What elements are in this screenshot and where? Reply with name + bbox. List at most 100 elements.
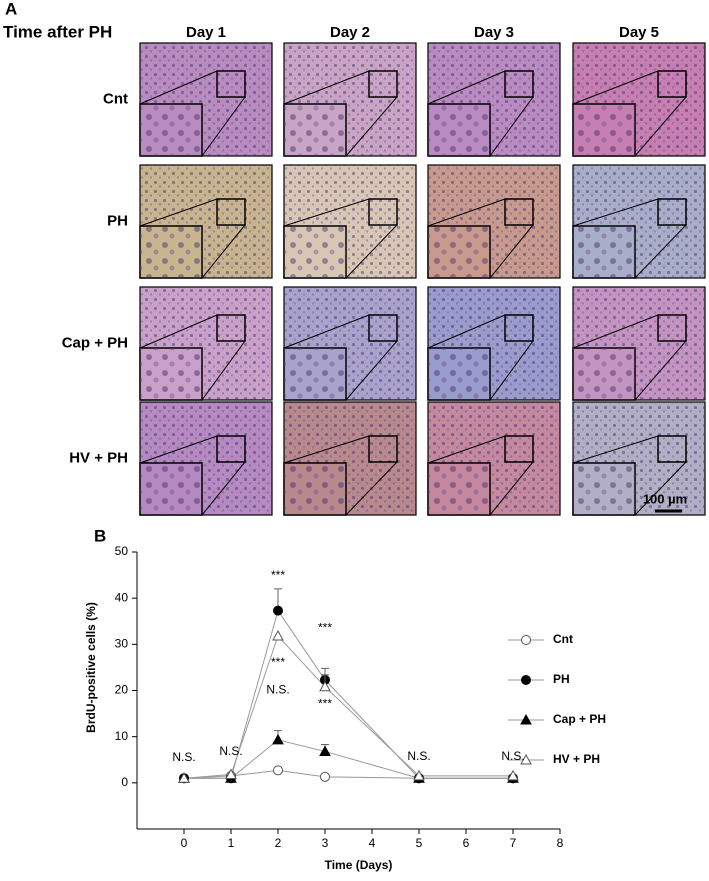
inset-texture [140, 348, 202, 400]
inset-texture [428, 226, 490, 278]
zoom-line [489, 224, 534, 279]
inset-texture [284, 463, 346, 515]
legend-marker [521, 635, 531, 645]
panel-label: B [94, 526, 106, 545]
zoom-line [201, 96, 246, 157]
legend-marker [521, 675, 531, 685]
zoom-box [504, 70, 534, 98]
x-tick-label: 0 [181, 836, 188, 850]
annotation: *** [318, 697, 332, 711]
legend-marker [520, 753, 532, 765]
annotation: *** [271, 655, 285, 669]
legend-marker [520, 713, 532, 725]
zoom-line [345, 224, 398, 279]
marker [273, 765, 283, 776]
annotation: N.S. [266, 683, 289, 697]
zoom-box [368, 314, 398, 342]
x-tick-label: 7 [510, 836, 517, 850]
series-line [183, 635, 513, 779]
inset-texture [573, 463, 635, 515]
column-header: Day 3 [474, 24, 514, 41]
zoom-line [283, 314, 370, 349]
zoom-line [283, 70, 370, 105]
zoom-line [489, 461, 534, 516]
inset-texture [284, 226, 346, 278]
zoom-box [657, 198, 687, 226]
inset-texture [428, 463, 490, 515]
zoom-line [427, 314, 506, 349]
zoom-line [345, 96, 398, 157]
column-header: Day 2 [330, 24, 370, 41]
x-tick-label: 5 [416, 836, 423, 850]
zoom-box [368, 198, 398, 226]
x-tick-label: 4 [369, 836, 376, 850]
y-tick-label: 10 [115, 729, 129, 743]
marker [273, 605, 283, 616]
x-tick-label: 8 [557, 836, 564, 850]
zoom-box [216, 435, 246, 463]
marker [413, 769, 425, 781]
annotation: N.S. [501, 749, 524, 763]
zoom-line [427, 70, 506, 105]
zoom-line [572, 198, 659, 227]
zoom-box [504, 198, 534, 226]
y-tick-label: 30 [115, 637, 129, 651]
chart: 0 10 20 30 40 50 0 1 2 3 4 5 6 7 8 Time (Days) BrdU-posi… [84, 544, 606, 872]
zoom-line [283, 198, 370, 227]
zoom-line [572, 435, 659, 464]
zoom-line [345, 340, 398, 401]
column-header: Day 1 [186, 24, 226, 41]
row-label: Cap + PH [62, 334, 128, 351]
zoom-line [201, 340, 246, 401]
zoom-line [634, 340, 687, 401]
zoom-box [368, 435, 398, 463]
inset-texture [140, 463, 202, 515]
zoom-box [216, 70, 246, 98]
zoom-line [634, 461, 687, 516]
marker [320, 771, 330, 782]
row-label: HV + PH [69, 449, 128, 466]
panel-heading: Time after PH [3, 22, 112, 41]
inset-texture [140, 226, 202, 278]
zoom-box [657, 70, 687, 98]
marker [272, 733, 284, 745]
annotation: N.S. [172, 750, 195, 764]
zoom-box [216, 198, 246, 226]
marker [319, 745, 331, 756]
y-tick-label: 20 [115, 683, 129, 697]
x-tick-label: 6 [463, 836, 470, 850]
zoom-line [427, 435, 506, 464]
x-tick-label: 1 [228, 836, 235, 850]
inset-texture [140, 104, 202, 156]
annotation: N.S. [407, 749, 430, 763]
zoom-line [139, 70, 218, 105]
zoom-line [572, 70, 659, 105]
zoom-line [489, 96, 534, 157]
scale-bar-label: 100 µm [643, 491, 687, 506]
y-tick-label: 0 [121, 775, 128, 789]
inset-texture [573, 226, 635, 278]
panel-label: A [5, 0, 17, 18]
inset-texture [284, 348, 346, 400]
zoom-line [572, 314, 659, 349]
inset-texture [573, 348, 635, 400]
zoom-box [657, 435, 687, 463]
zoom-line [139, 435, 218, 464]
inset-texture [573, 104, 635, 156]
zoom-box [657, 314, 687, 342]
legend-label: Cap + PH [553, 712, 606, 726]
legend-label: HV + PH [553, 752, 600, 766]
series-line [184, 739, 513, 779]
zoom-line [427, 198, 506, 227]
x-axis-title: Time (Days) [325, 858, 393, 872]
zoom-line [634, 224, 687, 279]
zoom-line [489, 340, 534, 401]
zoom-line [634, 96, 687, 157]
x-tick-label: 2 [275, 836, 282, 850]
marker [178, 772, 190, 783]
inset-texture [428, 348, 490, 400]
marker [272, 629, 284, 641]
x-tick-label: 3 [322, 836, 329, 850]
y-tick-label: 40 [115, 590, 129, 604]
